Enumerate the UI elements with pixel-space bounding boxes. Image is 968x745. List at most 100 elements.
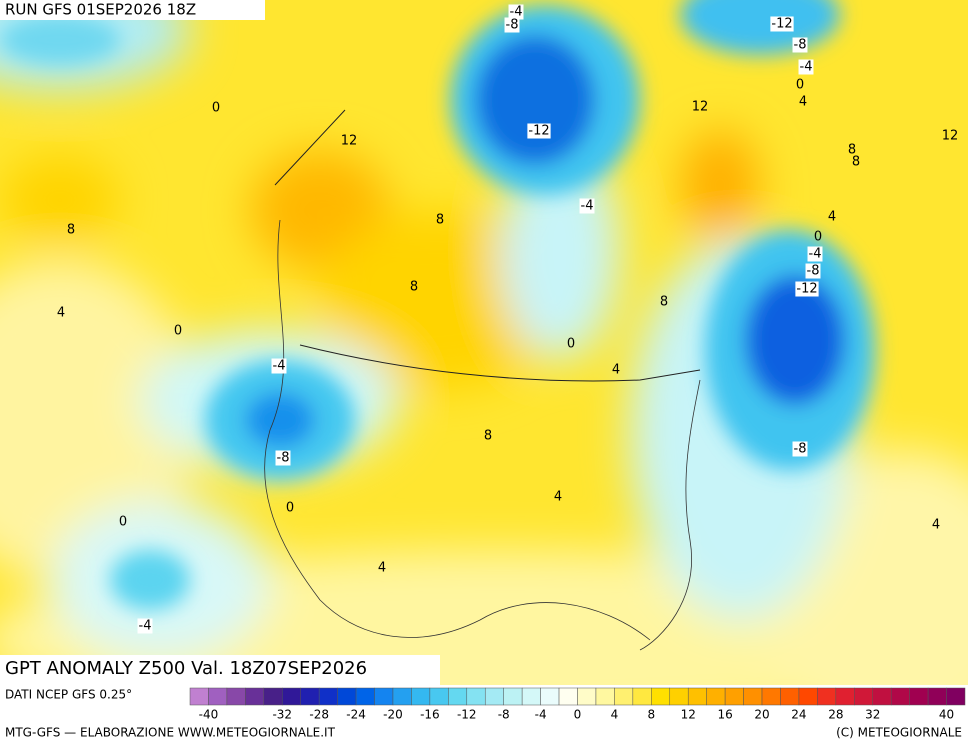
legend-source: DATI NCEP GFS 0.25°: [5, 688, 132, 702]
contour-label: 8: [436, 213, 444, 228]
colorbar-tick-label: -32: [272, 708, 292, 722]
colorbar-tick-label: -40: [199, 708, 219, 722]
color-swatch: [484, 687, 504, 706]
contour-label: -12: [528, 124, 549, 139]
contour-label: -4: [800, 60, 813, 75]
color-swatch: [374, 687, 394, 706]
color-swatch: [392, 687, 412, 706]
contour-label: -4: [139, 619, 152, 634]
colorbar-tick-label: 28: [828, 708, 843, 722]
colorbar-tick-label: 16: [717, 708, 732, 722]
title-box: [0, 655, 440, 685]
color-swatch: [521, 687, 541, 706]
colorbar-tick-label: 32: [865, 708, 880, 722]
contour-label: 8: [848, 143, 856, 158]
colorbar-tick-label: -20: [383, 708, 403, 722]
color-swatch: [835, 687, 855, 706]
contour-label: 4: [828, 210, 836, 225]
label-box: [579, 198, 595, 214]
color-swatch: [558, 687, 578, 706]
contour-label: 12: [341, 134, 358, 149]
contour-label: 4: [932, 518, 940, 533]
contour-label: 12: [942, 129, 959, 144]
colorbar: -40 -32 -28 -24 -20 -16 -12 -8 -4 0 4 8 12 16 20 24 28 32…: [189, 687, 966, 722]
contour-label: 0: [567, 337, 575, 352]
contour-label: 12: [692, 100, 709, 115]
color-swatch: [263, 687, 283, 706]
contour-label: -4: [273, 359, 286, 374]
color-swatch: [577, 687, 597, 706]
color-swatch: [595, 687, 615, 706]
color-swatch: [909, 687, 929, 706]
color-swatch: [189, 687, 209, 706]
colorbar-tick-label: 12: [681, 708, 696, 722]
label-box: [508, 4, 524, 20]
contour-label: 8: [67, 223, 75, 238]
color-swatch: [466, 687, 486, 706]
contour-label: -8: [794, 442, 807, 457]
label-box: [527, 123, 551, 139]
color-swatch: [706, 687, 726, 706]
contour-label: 4: [378, 561, 386, 576]
contour-label: 4: [799, 95, 807, 110]
contour-label: -4: [809, 247, 822, 262]
contour-label: 8: [484, 429, 492, 444]
colorbar-tick-label: 24: [791, 708, 806, 722]
colorbar-tick-label: -16: [420, 708, 440, 722]
color-swatch: [761, 687, 781, 706]
color-swatch: [411, 687, 431, 706]
colorbar-tick-label: 0: [574, 708, 582, 722]
map-title: GPT ANOMALY Z500 Val. 18Z07SEP2026: [5, 658, 367, 679]
label-box: [137, 618, 153, 634]
contour-label: 0: [814, 230, 822, 245]
color-swatch: [208, 687, 228, 706]
color-swatch: [300, 687, 320, 706]
color-swatch: [854, 687, 873, 706]
color-swatch: [651, 687, 671, 706]
colorbar-tick-label: 8: [647, 708, 655, 722]
color-swatch: [245, 687, 265, 706]
color-swatch: [614, 687, 634, 706]
contour-label: 0: [119, 515, 127, 530]
contour-label: -8: [277, 451, 290, 466]
label-box: [807, 246, 823, 262]
color-swatch: [503, 687, 523, 706]
color-swatch: [318, 687, 338, 706]
contour-label: 4: [554, 490, 562, 505]
contour-label: 8: [852, 155, 860, 170]
label-box: [504, 17, 520, 33]
contour-label: 0: [286, 501, 294, 516]
colorbar-tick-label: 4: [611, 708, 619, 722]
contour-label: -8: [807, 264, 820, 279]
label-box: [795, 281, 819, 297]
contour-label: 4: [57, 306, 65, 321]
colorbar-tick-label: 20: [754, 708, 769, 722]
color-swatch: [337, 687, 357, 706]
contour-label: 4: [612, 363, 620, 378]
contour-label: 8: [410, 280, 418, 295]
colorbar-tick-label: -24: [346, 708, 366, 722]
contour-label: 0: [212, 101, 220, 116]
color-swatch: [355, 687, 375, 706]
run-box: [0, 0, 265, 20]
colorbar-tick-label: 40: [939, 708, 954, 722]
color-swatch: [724, 687, 744, 706]
color-swatch: [927, 687, 947, 706]
contour-label: -12: [771, 17, 792, 32]
color-swatch: [282, 687, 301, 706]
color-swatch: [226, 687, 246, 706]
color-swatch: [743, 687, 763, 706]
contour-label: -12: [796, 282, 817, 297]
color-swatch: [946, 687, 966, 706]
color-swatch: [817, 687, 837, 706]
label-box: [792, 37, 808, 53]
contour-label: 0: [174, 324, 182, 339]
contour-label: 8: [660, 295, 668, 310]
color-swatch: [429, 687, 449, 706]
contour-label: -4: [581, 199, 594, 214]
label-box: [275, 450, 291, 466]
label-box: [805, 263, 821, 279]
